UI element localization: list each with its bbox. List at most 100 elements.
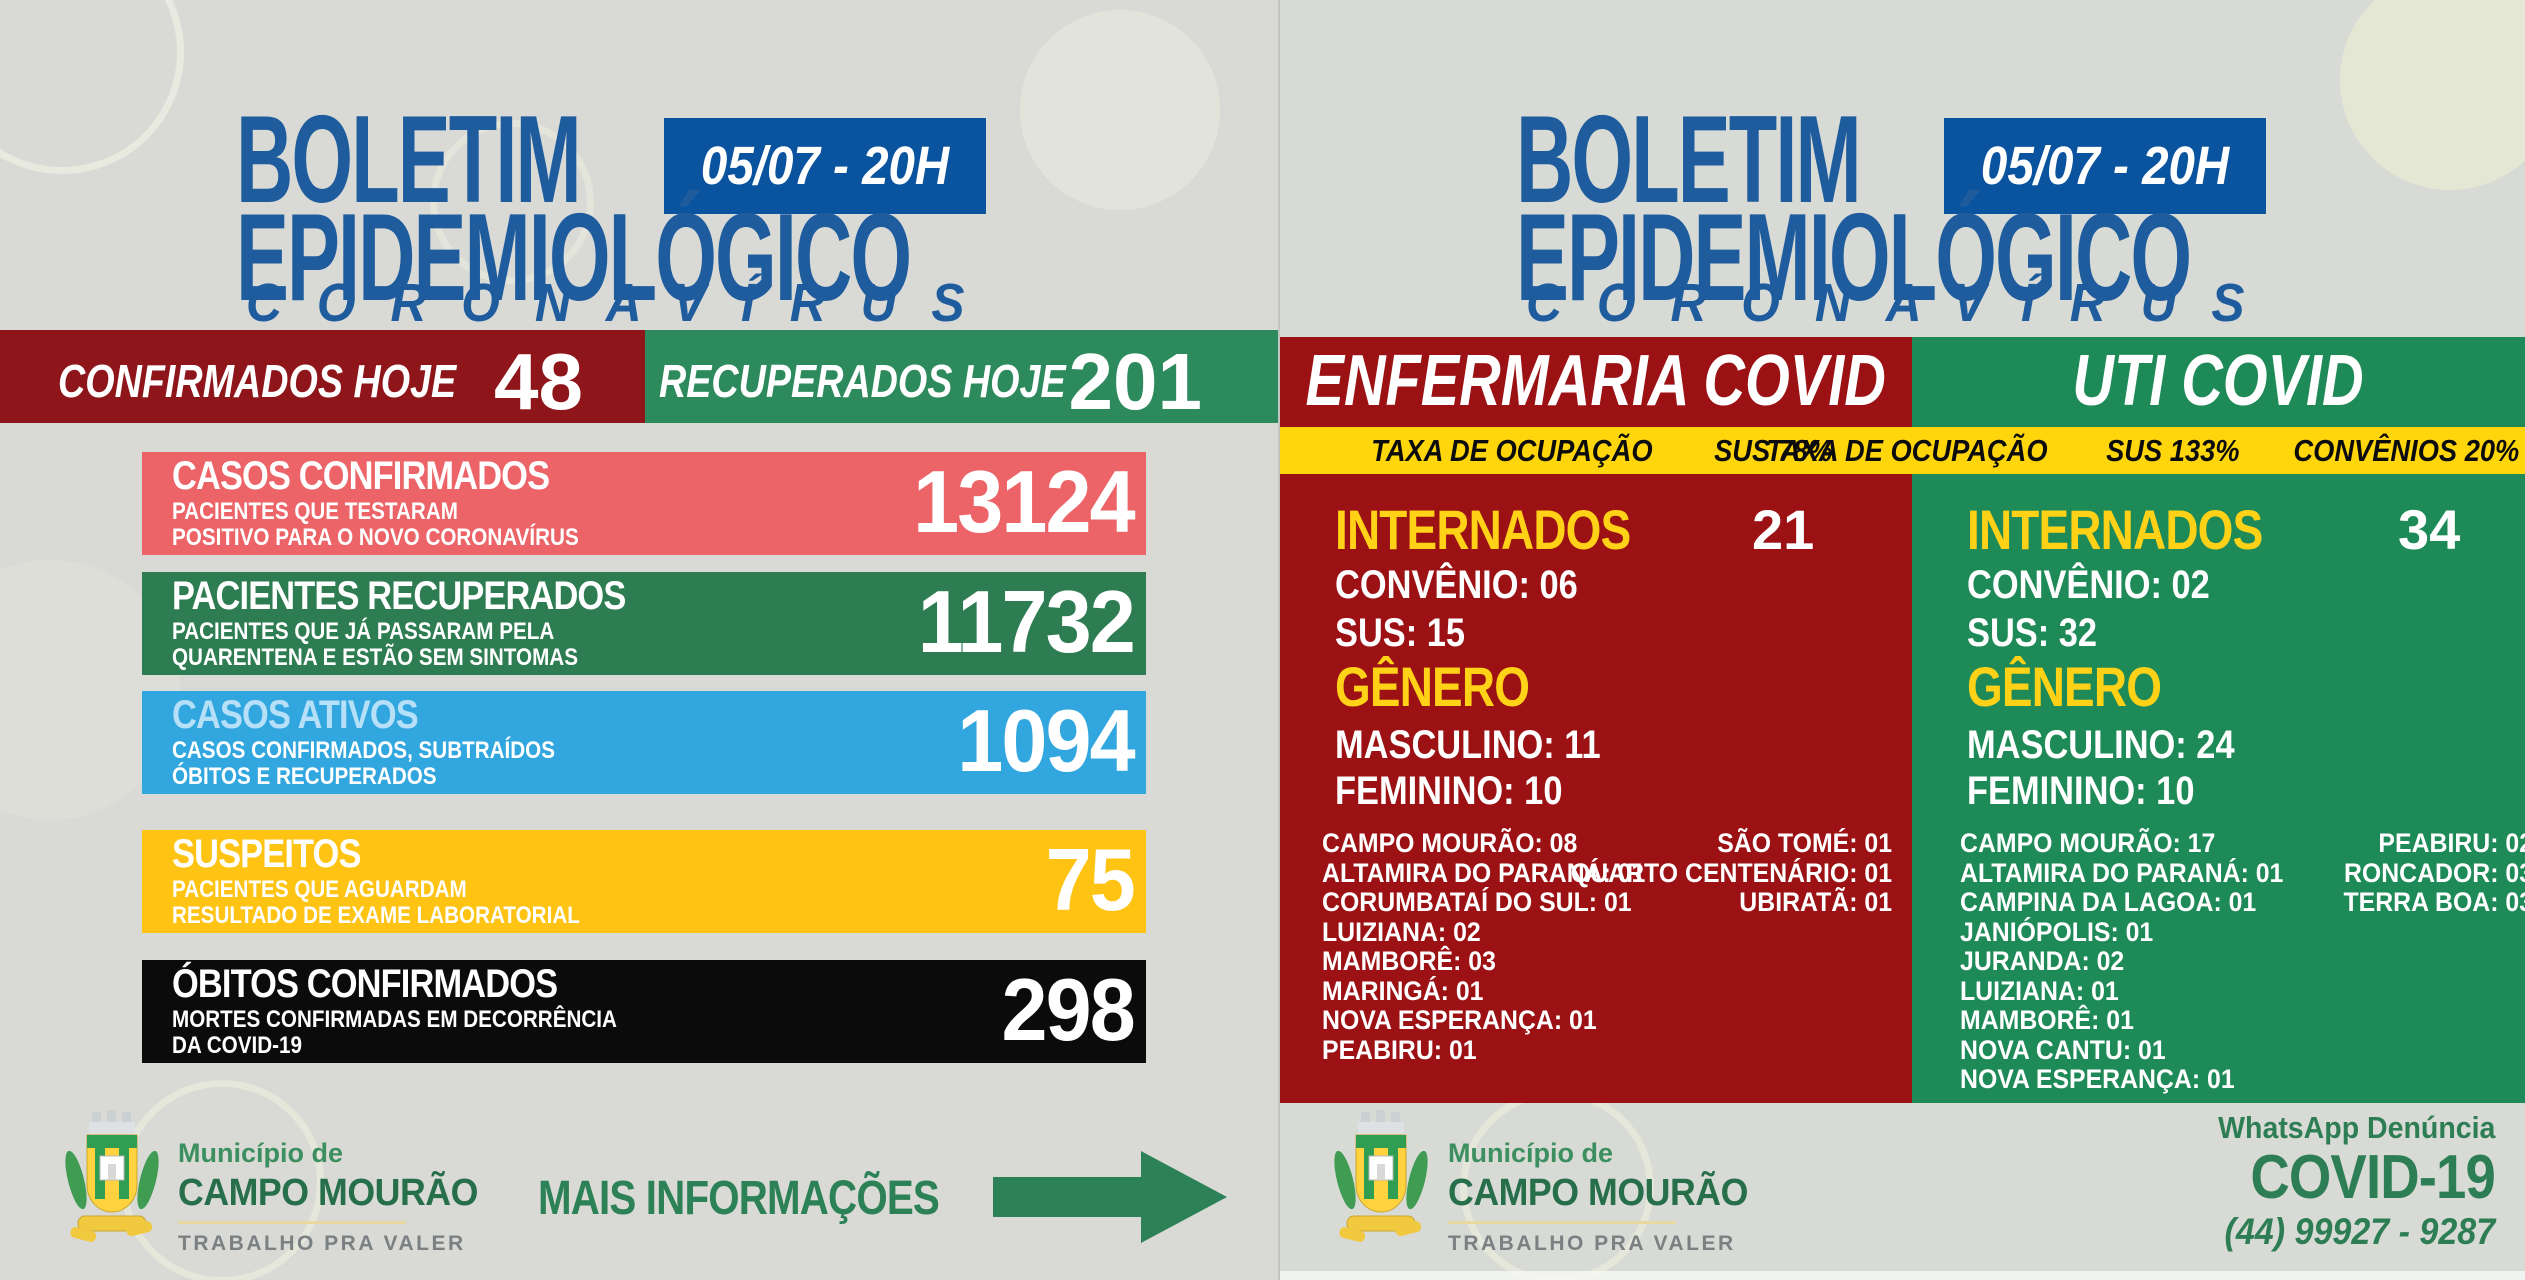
- page-title-line1: BOLETIM: [1516, 91, 1862, 229]
- municipality-slogan: TRABALHO PRA VALER: [178, 1232, 466, 1255]
- page-title-line2: EPIDEMIOLÓGICO: [236, 189, 912, 327]
- city-row: JURANDA: 02: [1960, 946, 2125, 976]
- virus-texture: [2340, 0, 2525, 190]
- page-title-line1: BOLETIM: [236, 91, 582, 229]
- recovered-today-bar: RECUPERADOS HOJE 201: [645, 330, 1278, 426]
- masculino-line: MASCULINO: 11: [1335, 723, 1601, 767]
- city-row: CAMPO MOURÃO: 17: [1960, 828, 2216, 858]
- card-value: 298: [1001, 959, 1136, 1059]
- city-row: QUARTO CENTENÁRIO: 01: [1570, 857, 1892, 888]
- virus-texture: [0, 0, 184, 174]
- card-title: CASOS CONFIRMADOS: [172, 454, 550, 498]
- masculino-line: MASCULINO: 24: [1967, 723, 2235, 767]
- card-subtitle-line1: PACIENTES QUE AGUARDAM: [172, 876, 467, 903]
- card-title: PACIENTES RECUPERADOS: [172, 574, 626, 618]
- municipality-name: CAMPO MOURÃO: [178, 1172, 478, 1214]
- card-pacientes-recuperados: PACIENTES RECUPERADOS PACIENTES QUE JÁ P…: [142, 571, 1146, 675]
- convenio-line: CONVÊNIO: 06: [1335, 563, 1578, 607]
- uti-occupancy: TAXA DE OCUPAÇÃO SUS 133% CONVÊNIOS 20%: [1766, 427, 2525, 474]
- card-value: 1094: [957, 690, 1136, 790]
- city-row: LUIZIANA: 02: [1322, 916, 1481, 947]
- feminino-line: FEMININO: 10: [1967, 769, 2195, 813]
- confirmed-today-bar: CONFIRMADOS HOJE 48: [0, 330, 645, 426]
- sus-line: SUS: 32: [1967, 611, 2098, 655]
- enfermaria-city-list-right: SÃO TOMÉ: 01 QUARTO CENTENÁRIO: 01 UBIRA…: [1543, 828, 1892, 918]
- internados-label: INTERNADOS: [1967, 498, 2263, 561]
- occupancy-label: TAXA DE OCUPAÇÃO: [1371, 432, 1653, 468]
- enfermaria-city-list-left: CAMPO MOURÃO: 08 ALTAMIRA DO PARANÁ: 01 …: [1322, 828, 1674, 1065]
- card-casos-confirmados: CASOS CONFIRMADOS PACIENTES QUE TESTARAM…: [142, 451, 1146, 555]
- panel-hospital: BOLETIM 05/07 - 20H EPIDEMIOLÓGICO CORON…: [1280, 0, 2525, 1280]
- card-subtitle-line1: MORTES CONFIRMADAS EM DECORRÊNCIA: [172, 1006, 617, 1033]
- city-coat-of-arms: [62, 1108, 162, 1265]
- internados-label: INTERNADOS: [1335, 498, 1631, 561]
- whatsapp-title: WhatsApp Denúncia: [2217, 1110, 2495, 1145]
- uti-city-list-right: PEABIRU: 02 RONCADOR: 03 TERRA BOA: 03: [2327, 828, 2525, 918]
- whatsapp-phone: (44) 99927 - 9287: [2224, 1211, 2495, 1252]
- card-subtitle-line2: DA COVID-19: [172, 1032, 302, 1059]
- city-row: MAMBORÊ: 01: [1960, 1005, 2134, 1035]
- city-row: SÃO TOMÉ: 01: [1717, 828, 1892, 858]
- city-row: UBIRATÃ: 01: [1739, 887, 1892, 917]
- municipality-block: Município de CAMPO MOURÃO TRABALHO PRA V…: [178, 1140, 497, 1254]
- sus-line: SUS: 15: [1335, 611, 1466, 655]
- card-suspeitos: SUSPEITOS PACIENTES QUE AGUARDAM RESULTA…: [142, 829, 1146, 933]
- genero-label: GÊNERO: [1335, 655, 1530, 718]
- occupancy-sus: SUS 133%: [2105, 432, 2240, 468]
- page-subtitle: CORONAVÍRUS: [246, 273, 1000, 333]
- city-row: NOVA ESPERANÇA: 01: [1322, 1005, 1597, 1035]
- municipality-name: CAMPO MOURÃO: [1448, 1172, 1748, 1214]
- card-subtitle-line1: PACIENTES QUE TESTARAM: [172, 498, 458, 525]
- city-row: NOVA CANTU: 01: [1960, 1034, 2166, 1065]
- more-info-label: MAIS INFORMAÇÕES: [538, 1172, 940, 1225]
- confirmed-today-value: 48: [494, 337, 583, 426]
- whatsapp-covid: COVID-19: [2250, 1143, 2495, 1212]
- municipality-block: Município de CAMPO MOURÃO TRABALHO PRA V…: [1448, 1140, 1767, 1254]
- genero-label: GÊNERO: [1967, 655, 2162, 718]
- occupancy-sus: SUS 78%: [1713, 432, 1833, 468]
- date-badge: 05/07 - 20H: [1944, 118, 2266, 214]
- municipality-rule: [178, 1221, 406, 1224]
- card-value: 13124: [913, 451, 1136, 551]
- card-subtitle-line2: RESULTADO DE EXAME LABORATORIAL: [172, 902, 580, 929]
- occupancy-bar: TAXA DE OCUPAÇÃO SUS 78% TAXA DE OCUPAÇÃ…: [1280, 427, 2525, 474]
- city-coat-of-arms: [1331, 1108, 1431, 1265]
- city-row: MARINGÁ: 01: [1322, 975, 1484, 1006]
- card-obitos-confirmados: ÓBITOS CONFIRMADOS MORTES CONFIRMADAS EM…: [142, 959, 1146, 1063]
- page-subtitle: CORONAVÍRUS: [1526, 273, 2280, 333]
- municipality-line1: Município de: [1448, 1138, 1613, 1168]
- city-row: ALTAMIRA DO PARANÁ: 01: [1322, 857, 1646, 888]
- bottom-edge: [1280, 1271, 2525, 1280]
- city-row: PEABIRU: 02: [2378, 828, 2525, 858]
- city-row: NOVA ESPERANÇA: 01: [1960, 1064, 2235, 1094]
- card-value: 75: [1045, 829, 1136, 929]
- card-casos-ativos: CASOS ATIVOS CASOS CONFIRMADOS, SUBTRAÍD…: [142, 690, 1146, 794]
- city-row: CAMPINA DA LAGOA: 01: [1960, 887, 2257, 917]
- recovered-today-value: 201: [1068, 337, 1202, 426]
- date-badge: 05/07 - 20H: [664, 118, 986, 214]
- uti-title: UTI COVID: [2072, 341, 2365, 421]
- occupancy-convenios: CONVÊNIOS 20%: [2293, 432, 2520, 468]
- city-row: RONCADOR: 03: [2343, 857, 2525, 888]
- internados-value: 34: [2398, 498, 2461, 561]
- municipality-line1: Município de: [178, 1138, 343, 1168]
- city-row: CAMPO MOURÃO: 08: [1322, 828, 1578, 858]
- card-value: 11732: [917, 571, 1136, 671]
- virus-texture: [430, 120, 594, 284]
- card-subtitle-line2: QUARENTENA E ESTÃO SEM SINTOMAS: [172, 644, 578, 671]
- whatsapp-report-block: WhatsApp Denúncia COVID-19 (44) 99927 - …: [2194, 1110, 2496, 1252]
- page-title-line2: EPIDEMIOLÓGICO: [1516, 189, 2192, 327]
- panel-summary: BOLETIM 05/07 - 20H EPIDEMIOLÓGICO CORON…: [0, 0, 1278, 1280]
- more-info-button[interactable]: MAIS INFORMAÇÕES: [538, 1145, 1230, 1243]
- city-row: TERRA BOA: 03: [2343, 887, 2525, 917]
- feminino-line: FEMININO: 10: [1335, 769, 1563, 813]
- municipality-slogan: TRABALHO PRA VALER: [1448, 1232, 1736, 1255]
- confirmed-today-label: CONFIRMADOS HOJE: [58, 355, 457, 407]
- city-row: ALTAMIRA DO PARANÁ: 01: [1960, 857, 2284, 888]
- municipality-rule: [1448, 1221, 1676, 1224]
- internados-value: 21: [1752, 498, 1815, 561]
- enfermaria-title-row: ENFERMARIA COVID: [1280, 337, 1912, 425]
- arrow-right-icon: [993, 1177, 1141, 1217]
- convenio-line: CONVÊNIO: 02: [1967, 563, 2210, 607]
